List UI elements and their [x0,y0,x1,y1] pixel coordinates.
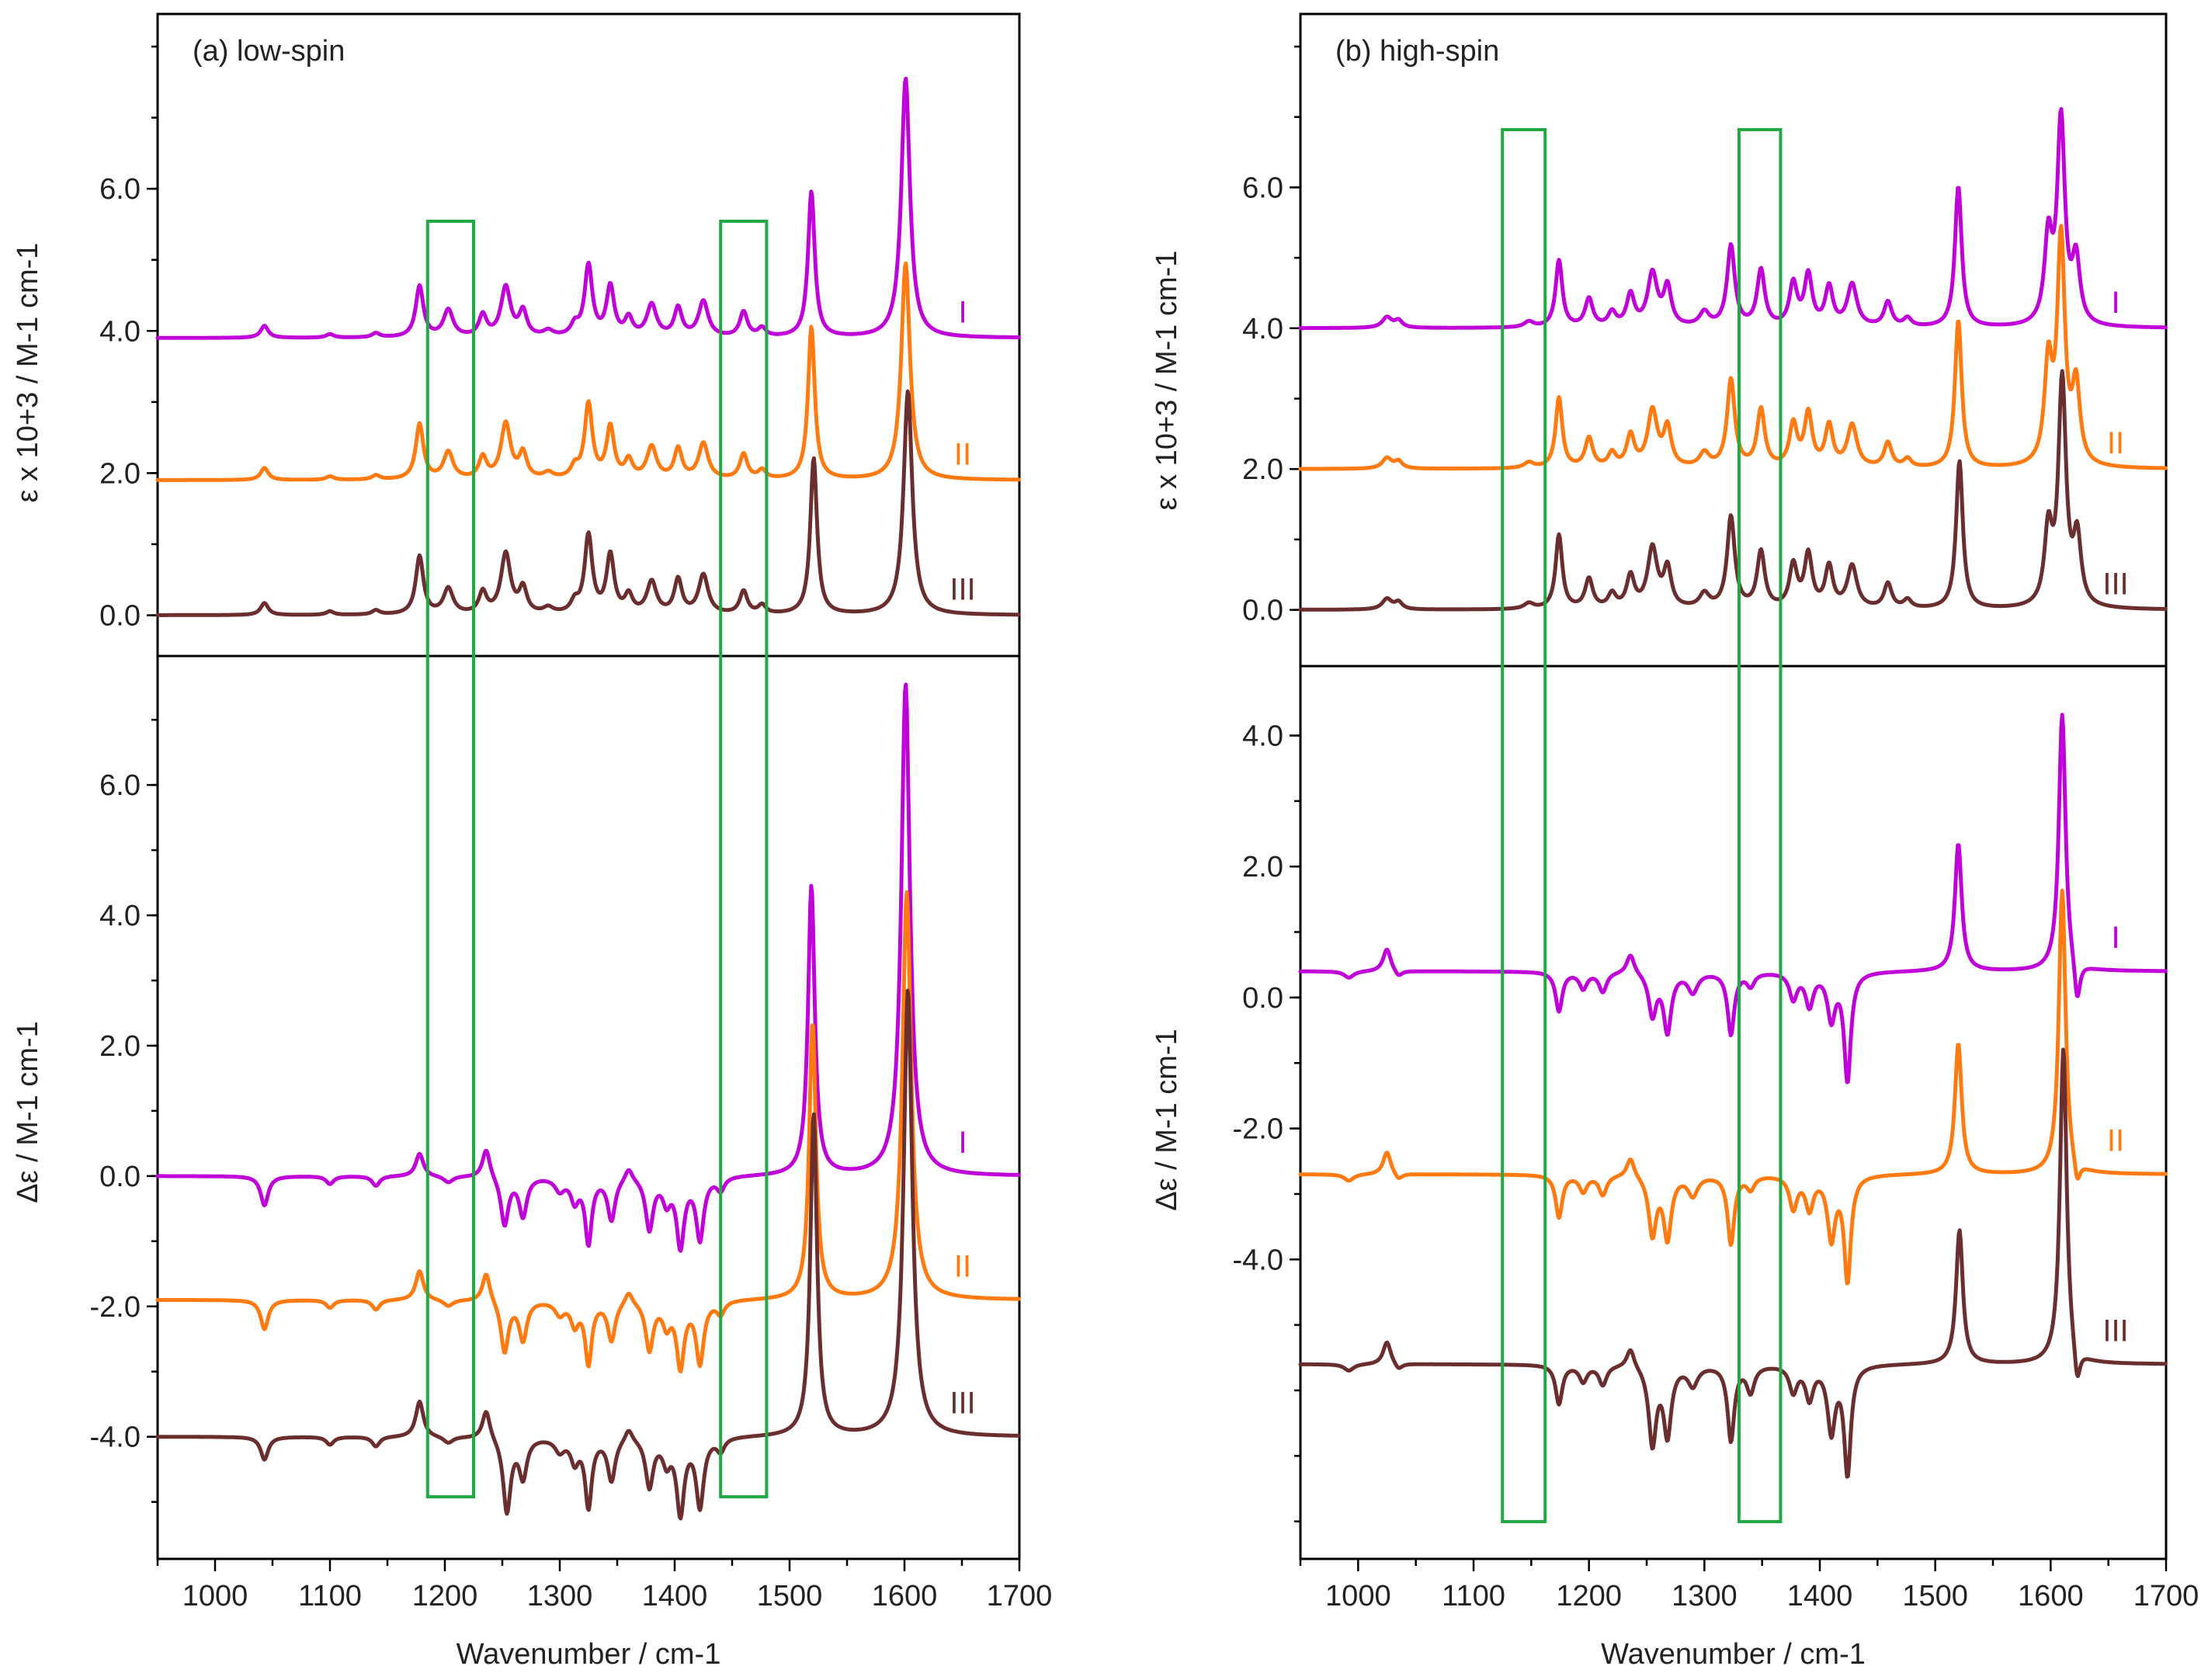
y-tick-label: 0.0 [99,1161,141,1193]
x-tick-label: 1400 [642,1580,708,1612]
y-axis-title-top: ε x 10+3 / M-1 cm-1 [12,243,44,503]
series-label-top-II: II [954,438,971,472]
y-tick-label: 4.0 [99,315,141,348]
y-tick-label: 4.0 [1242,720,1283,752]
trace-a-I [155,682,1021,1253]
plot-frame [156,12,1021,1560]
series-label-top-I: I [958,295,967,329]
trace-a-III [155,389,1021,617]
x-tick-label: 1500 [757,1580,823,1612]
x-tick-label: 1400 [1787,1580,1853,1612]
x-tick-label: 1100 [298,1580,362,1612]
x-tick-label: 1300 [527,1580,593,1612]
y-tick-label: -4.0 [90,1421,141,1454]
x-tick-label: 1300 [1672,1580,1738,1612]
y-tick-label: -2.0 [90,1291,141,1324]
y-axis-title-top: ε x 10+3 / M-1 cm-1 [1151,251,1183,511]
x-axis-title: Wavenumber / cm-1 [457,1638,721,1671]
series-label-bottom-I: I [958,1126,967,1160]
x-tick-label: 1600 [2018,1580,2084,1612]
trace-b-III [1298,369,2168,612]
series-label-top-III: III [950,573,975,607]
series-label-bottom-III: III [950,1387,975,1421]
y-tick-label: 6.0 [99,173,141,206]
trace-a-II [155,890,1021,1374]
y-tick-label: 0.0 [1242,595,1283,627]
y-tick-label: 2.0 [99,457,141,490]
y-axis-title-bottom: Δε / M-1 cm-1 [1151,1029,1183,1210]
y-tick-label: 6.0 [1242,172,1283,204]
highlight-box [1737,128,1783,1523]
trace-b-II [1298,224,2168,471]
y-tick-label: 2.0 [99,1030,141,1063]
trace-a-III [155,988,1021,1521]
trace-b-I [1298,713,2168,1085]
series-label-top-II: II [2107,426,2124,460]
x-tick-label: 1600 [872,1580,938,1612]
y-tick-label: 6.0 [99,769,141,802]
trace-b-II [1298,888,2168,1286]
panel-title: (b) high-spin [1335,35,1499,68]
y-tick-label: -2.0 [1233,1113,1283,1146]
y-tick-label: 0.0 [99,600,141,633]
y-tick-label: 2.0 [1242,453,1283,486]
y-tick-label: 4.0 [99,900,141,932]
panel-a: (a) low-spin 1000 1100 1200 1300 1400 1500 1600… [12,12,1053,1671]
x-tick-label: 1200 [1556,1580,1622,1612]
series-label-top-III: III [2102,568,2128,602]
trace-a-II [155,261,1021,482]
series-label-bottom-II: II [2107,1124,2124,1158]
series-label-top-I: I [2111,286,2119,320]
x-tick-label: 1500 [1902,1580,1968,1612]
plot-frame [1299,12,2168,1560]
x-tick-label: 1000 [1325,1580,1391,1612]
x-tick-label: 1100 [1442,1580,1505,1612]
trace-a-I [155,76,1021,340]
y-tick-label: 0.0 [1242,982,1283,1015]
trace-b-I [1298,106,2168,331]
y-axis-title-bottom: Δε / M-1 cm-1 [12,1021,44,1203]
series-label-bottom-I: I [2111,921,2119,955]
panel-b: (b) high-spin 1000 1100 1200 1300 1400 1500 160… [1151,12,2199,1671]
y-tick-label: 4.0 [1242,313,1283,345]
series-label-bottom-III: III [2102,1314,2128,1348]
x-tick-label: 1700 [2133,1580,2199,1612]
series-label-bottom-II: II [954,1249,971,1283]
x-tick-label: 1000 [182,1580,248,1612]
x-tick-label: 1700 [987,1580,1053,1612]
highlight-box [425,220,475,1498]
highlight-box [719,220,769,1498]
x-axis-title: Wavenumber / cm-1 [1601,1638,1866,1671]
x-tick-label: 1200 [412,1580,478,1612]
y-tick-label: 2.0 [1242,851,1283,883]
trace-b-III [1298,1047,2168,1479]
highlight-box [1501,128,1547,1523]
panel-title: (a) low-spin [193,35,345,68]
y-tick-label: -4.0 [1233,1244,1283,1276]
